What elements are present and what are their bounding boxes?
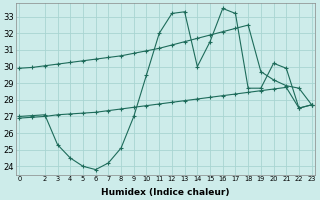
X-axis label: Humidex (Indice chaleur): Humidex (Indice chaleur) [101, 188, 230, 197]
